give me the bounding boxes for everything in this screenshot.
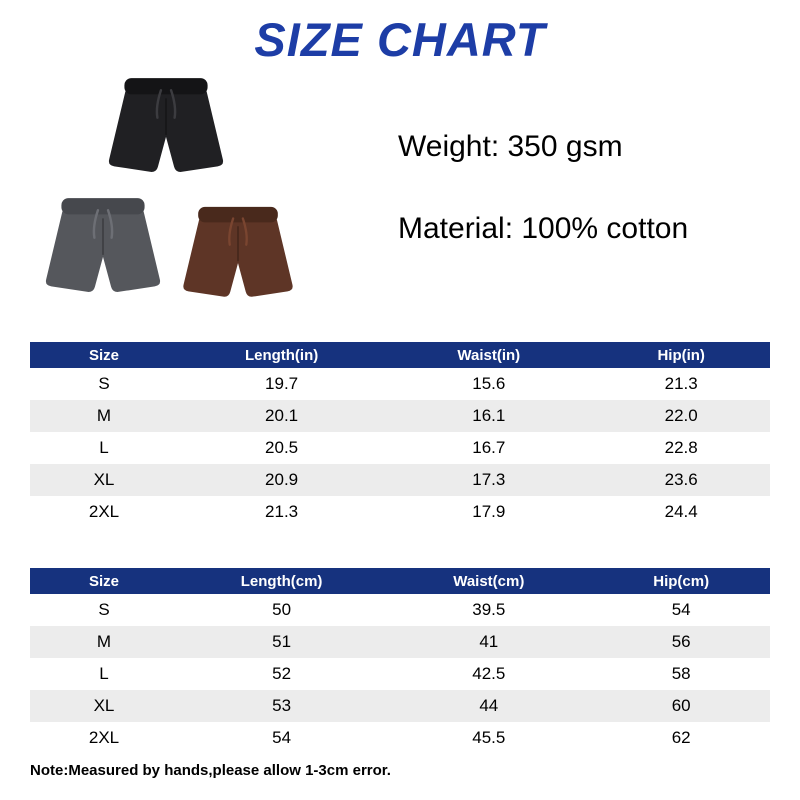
- table-row: M 51 41 56: [30, 626, 770, 658]
- measure-cell: 21.3: [664, 374, 698, 393]
- shorts-waistband: [61, 198, 145, 215]
- column-header: Length(in): [178, 342, 386, 368]
- measure-cell: 54: [671, 600, 691, 619]
- black-shorts-image: [95, 72, 237, 189]
- measure-cell: 58: [671, 664, 691, 683]
- column-header: Hip(in): [592, 342, 770, 368]
- size-cell: S: [98, 600, 110, 619]
- gray-shorts-image: [32, 192, 174, 309]
- table-row: S 50 39.5 54: [30, 594, 770, 626]
- measure-cell: 56: [671, 632, 691, 651]
- measure-cell: 53: [272, 696, 292, 715]
- shorts-icon: [183, 206, 293, 297]
- measure-cell: 15.6: [472, 374, 506, 393]
- table-header-row: Size Length(cm) Waist(cm) Hip(cm): [30, 568, 770, 594]
- measure-cell: 17.9: [472, 502, 506, 521]
- table-row: 2XL 54 45.5 62: [30, 722, 770, 754]
- measure-cell: 22.0: [664, 406, 698, 425]
- shorts-icon: [45, 198, 161, 292]
- material-text: Material: 100% cotton: [398, 212, 689, 245]
- table-row: XL 20.9 17.3 23.6: [30, 464, 770, 496]
- measure-cell: 42.5: [472, 664, 506, 683]
- measure-cell: 16.1: [472, 406, 506, 425]
- measure-cell: 44: [479, 696, 499, 715]
- column-header: Size: [30, 568, 178, 594]
- size-cell: L: [99, 438, 109, 457]
- table-row: 2XL 21.3 17.9 24.4: [30, 496, 770, 528]
- size-cell: M: [96, 632, 112, 651]
- measure-cell: 60: [671, 696, 691, 715]
- measure-cell: 19.7: [265, 374, 299, 393]
- shorts-icon: [108, 78, 224, 172]
- size-cell: S: [98, 374, 110, 393]
- size-cell: M: [96, 406, 112, 425]
- column-header: Waist(cm): [385, 568, 593, 594]
- size-cell: 2XL: [88, 502, 120, 521]
- table-row: XL 53 44 60: [30, 690, 770, 722]
- shorts-drawstring-left: [155, 89, 163, 119]
- measure-cell: 22.8: [664, 438, 698, 457]
- measure-cell: 20.5: [265, 438, 299, 457]
- shorts-waistband: [124, 78, 208, 95]
- measure-cell: 52: [272, 664, 292, 683]
- measure-cell: 54: [272, 728, 292, 747]
- shorts-drawstring-right: [241, 217, 248, 246]
- table-row: S 19.7 15.6 21.3: [30, 368, 770, 400]
- shorts-drawstring-right: [106, 209, 114, 239]
- page-title: SIZE CHART: [254, 13, 546, 66]
- shorts-drawstring-left: [92, 209, 100, 239]
- column-header: Length(cm): [178, 568, 386, 594]
- column-header: Waist(in): [385, 342, 593, 368]
- measure-cell: 24.4: [664, 502, 698, 521]
- size-table-cm: Size Length(cm) Waist(cm) Hip(cm) S 50 39.5 54 M…: [30, 568, 770, 754]
- measure-cell: 39.5: [472, 600, 506, 619]
- measure-cell: 20.1: [265, 406, 299, 425]
- shorts-body: [183, 219, 293, 297]
- column-header: Size: [30, 342, 178, 368]
- measure-cell: 16.7: [472, 438, 506, 457]
- measure-cell: 41: [479, 632, 499, 651]
- measure-cell: 21.3: [265, 502, 299, 521]
- shorts-waistband: [198, 206, 278, 223]
- size-cell: 2XL: [88, 728, 120, 747]
- shorts-body: [108, 91, 224, 172]
- size-cell: XL: [93, 696, 115, 715]
- size-cell: L: [99, 664, 109, 683]
- brown-shorts-image: [170, 201, 306, 313]
- table-row: M 20.1 16.1 22.0: [30, 400, 770, 432]
- measure-cell: 45.5: [472, 728, 506, 747]
- measure-cell: 17.3: [472, 470, 506, 489]
- measure-cell: 62: [671, 728, 691, 747]
- table-row: L 20.5 16.7 22.8: [30, 432, 770, 464]
- weight-text: Weight: 350 gsm: [398, 130, 623, 163]
- measurement-note: Note:Measured by hands,please allow 1-3c…: [30, 762, 391, 779]
- shorts-drawstring-left: [228, 217, 235, 246]
- shorts-body: [45, 211, 161, 292]
- measure-cell: 51: [272, 632, 292, 651]
- shorts-drawstring-right: [169, 89, 177, 119]
- measure-cell: 23.6: [664, 470, 698, 489]
- size-table-inches: Size Length(in) Waist(in) Hip(in) S 19.7 15.6 2…: [30, 342, 770, 528]
- table-row: L 52 42.5 58: [30, 658, 770, 690]
- measure-cell: 50: [272, 600, 292, 619]
- size-cell: XL: [93, 470, 115, 489]
- table-header-row: Size Length(in) Waist(in) Hip(in): [30, 342, 770, 368]
- measure-cell: 20.9: [265, 470, 299, 489]
- column-header: Hip(cm): [592, 568, 770, 594]
